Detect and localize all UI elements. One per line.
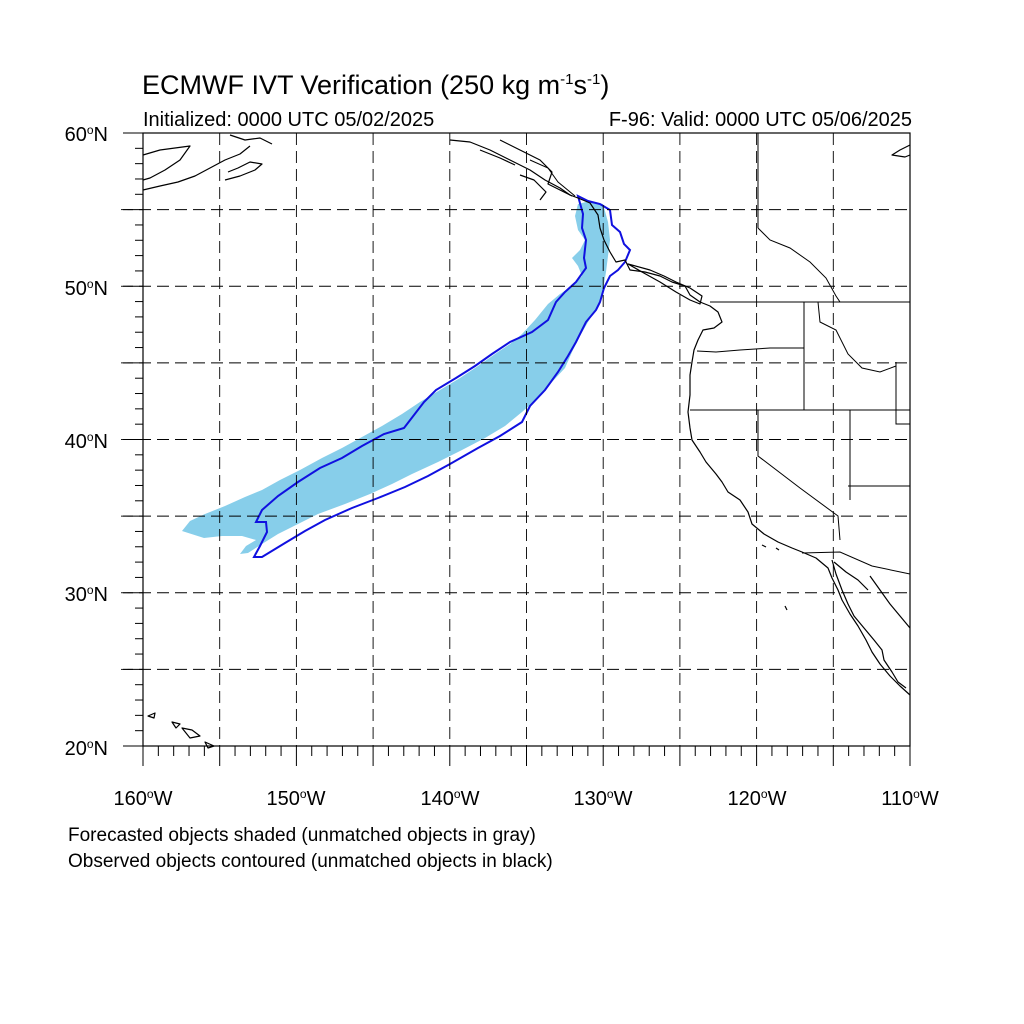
observed-ivt-contour [252, 194, 632, 558]
lat-lon-grid [121, 133, 910, 746]
political-boundaries [529, 133, 911, 575]
lat-label-40: 40oN [64, 430, 108, 453]
lon-label-150: 150oW [266, 787, 326, 810]
initialized-time: Initialized: 0000 UTC 05/02/2025 [143, 109, 435, 131]
lon-label-160: 160oW [113, 787, 173, 810]
lon-label-130: 130oW [573, 787, 633, 810]
figure-title: ECMWF IVT Verification (250 kg m-1s-1) [142, 70, 610, 100]
axis-ticks [123, 132, 911, 766]
lat-label-50: 50oN [64, 277, 108, 300]
legend-note-observed: Observed objects contoured (unmatched ob… [68, 851, 553, 872]
lon-label-110: 110oW [881, 787, 939, 810]
map-frame [142, 132, 911, 747]
valid-time: F-96: Valid: 0000 UTC 05/06/2025 [608, 109, 912, 131]
lon-label-140: 140oW [420, 787, 480, 810]
legend-note-forecast: Forecasted objects shaded (unmatched obj… [68, 825, 536, 846]
forecast-ivt-object [182, 201, 610, 554]
lat-label-30: 30oN [64, 583, 108, 606]
lat-label-20: 20oN [64, 737, 108, 760]
lat-label-60: 60oN [64, 123, 108, 146]
lon-label-120: 120oW [727, 787, 787, 810]
coastlines [142, 134, 911, 749]
